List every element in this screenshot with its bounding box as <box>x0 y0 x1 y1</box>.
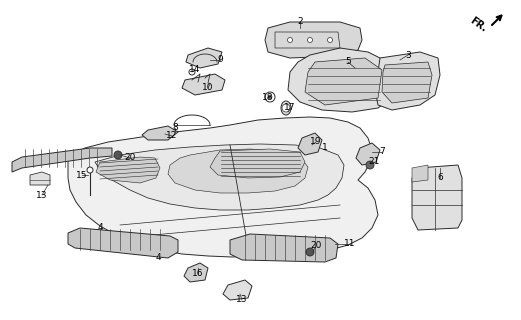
Text: 12: 12 <box>166 132 178 140</box>
Text: 8: 8 <box>172 124 178 132</box>
Text: 19: 19 <box>310 138 322 147</box>
Polygon shape <box>68 228 178 258</box>
Polygon shape <box>182 74 225 95</box>
Text: 20: 20 <box>125 154 135 163</box>
Polygon shape <box>288 48 398 112</box>
Polygon shape <box>210 149 305 178</box>
Polygon shape <box>223 280 252 300</box>
Text: 11: 11 <box>344 239 356 249</box>
Polygon shape <box>30 172 50 185</box>
Text: 9: 9 <box>217 55 223 65</box>
Polygon shape <box>184 263 208 282</box>
Circle shape <box>268 95 272 99</box>
Polygon shape <box>96 157 160 183</box>
Circle shape <box>189 69 195 75</box>
Polygon shape <box>68 117 378 257</box>
Text: 13: 13 <box>236 295 248 305</box>
Text: 1: 1 <box>322 143 328 153</box>
Circle shape <box>288 37 292 43</box>
Text: 4: 4 <box>155 253 161 262</box>
Circle shape <box>366 161 374 169</box>
Circle shape <box>114 151 122 159</box>
Text: 4: 4 <box>97 223 103 233</box>
Text: 3: 3 <box>405 51 411 60</box>
Circle shape <box>265 92 275 102</box>
Polygon shape <box>305 58 382 105</box>
Polygon shape <box>298 133 322 155</box>
Text: 15: 15 <box>76 171 88 180</box>
Text: 2: 2 <box>297 18 303 27</box>
Text: 6: 6 <box>437 173 443 182</box>
Text: 20: 20 <box>311 242 321 251</box>
Polygon shape <box>186 48 222 68</box>
Text: 13: 13 <box>36 190 48 199</box>
Polygon shape <box>265 22 362 58</box>
Text: 14: 14 <box>189 66 201 75</box>
Circle shape <box>282 104 290 112</box>
Circle shape <box>328 37 332 43</box>
Text: 21: 21 <box>368 157 380 166</box>
Polygon shape <box>230 234 338 262</box>
Polygon shape <box>356 143 380 165</box>
Text: 18: 18 <box>262 93 274 102</box>
Text: 7: 7 <box>379 148 385 156</box>
Text: 17: 17 <box>284 103 296 113</box>
Polygon shape <box>142 126 178 140</box>
Text: FR.: FR. <box>468 16 488 34</box>
Polygon shape <box>12 148 112 172</box>
Polygon shape <box>412 165 428 182</box>
Polygon shape <box>412 165 462 230</box>
Text: 5: 5 <box>345 58 351 67</box>
Polygon shape <box>168 149 308 193</box>
Ellipse shape <box>281 101 291 115</box>
Text: 10: 10 <box>202 84 214 92</box>
Polygon shape <box>95 144 344 210</box>
Circle shape <box>307 37 313 43</box>
Circle shape <box>306 248 314 256</box>
Circle shape <box>87 167 93 173</box>
Polygon shape <box>375 52 440 110</box>
Text: 16: 16 <box>192 269 204 278</box>
Polygon shape <box>382 62 432 103</box>
